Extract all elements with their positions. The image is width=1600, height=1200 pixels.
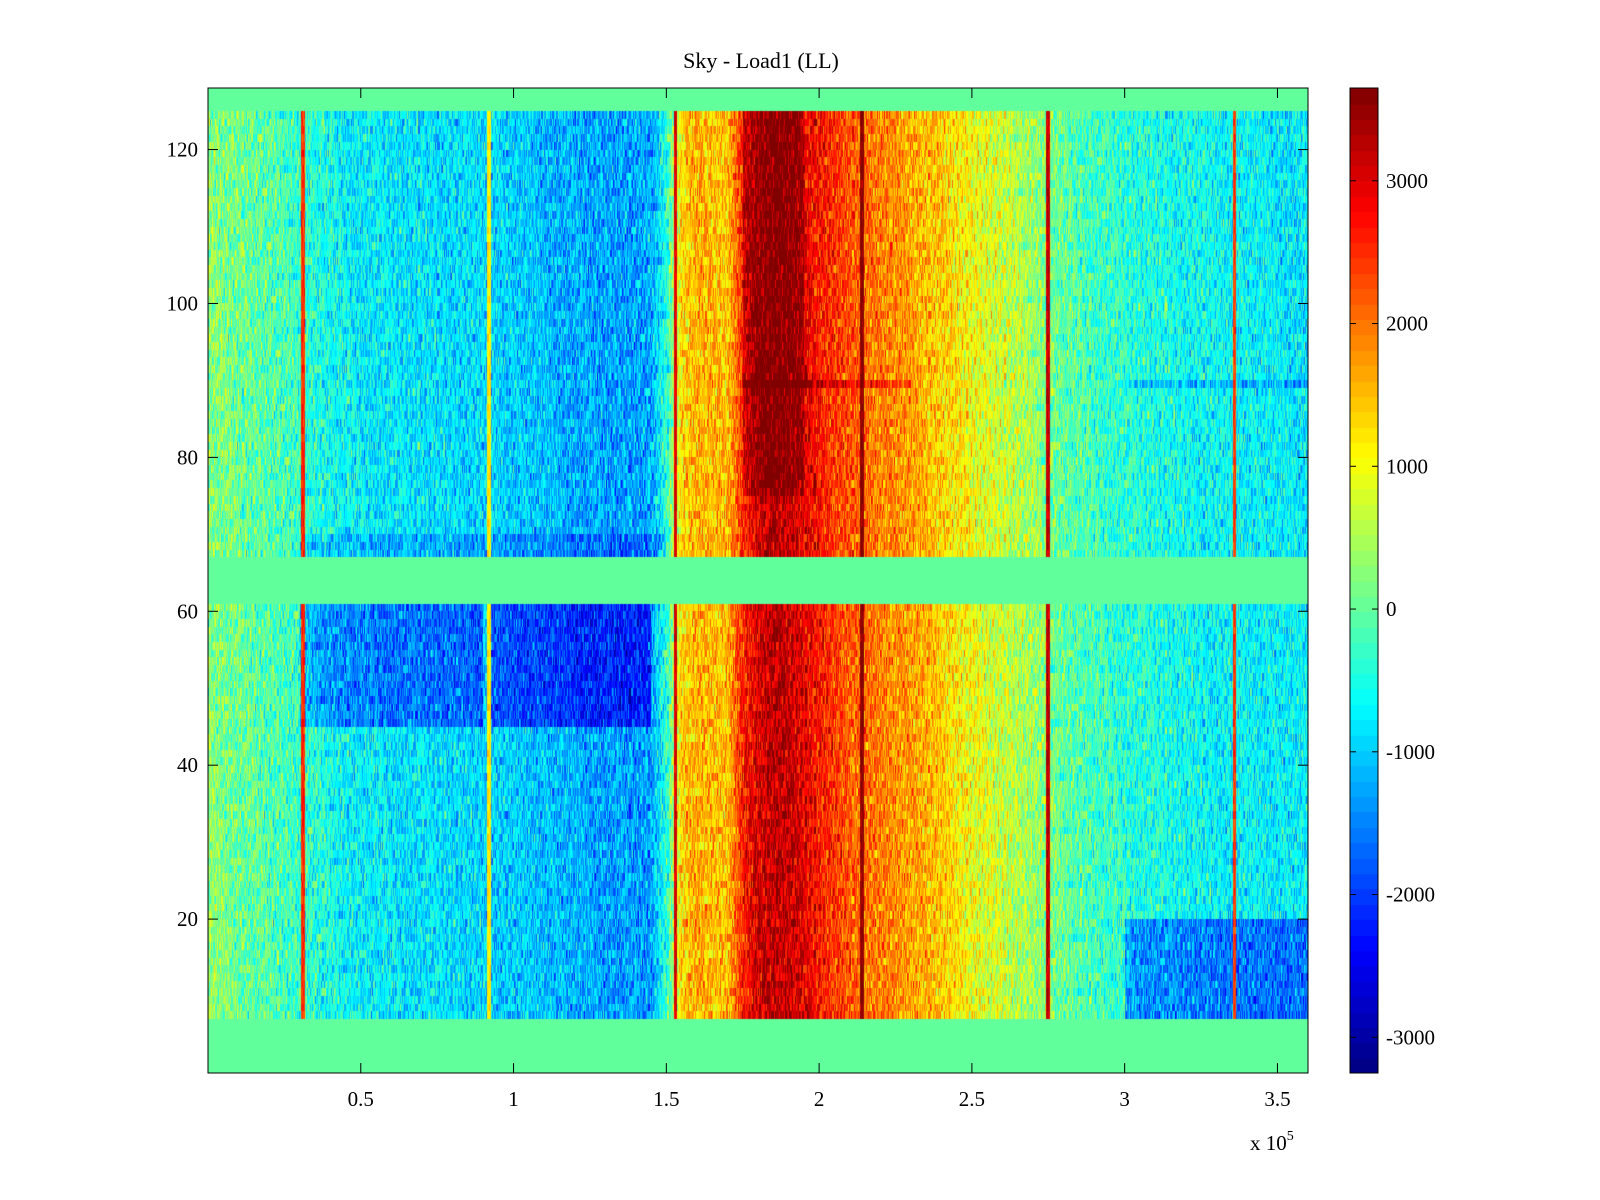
colorbar-tick-label: 0	[1386, 597, 1397, 621]
x-tick-label: 0.5	[348, 1087, 374, 1111]
colorbar-tick-label: -2000	[1386, 883, 1435, 907]
chart-title: Sky - Load1 (LL)	[683, 48, 839, 73]
x-exponent-label: x 105	[1250, 1129, 1294, 1155]
x-axis: 0.5 1 1.5 2 2.5 3 3.5	[348, 88, 1291, 1111]
y-tick-label: 40	[177, 753, 198, 777]
y-tick-label: 100	[167, 291, 199, 315]
y-axis: 20 40 60 80 100 120	[167, 138, 1308, 931]
y-tick-label: 20	[177, 907, 198, 931]
x-tick-label: 3.5	[1264, 1087, 1290, 1111]
colorbar: -3000 -2000 -1000 0 1000 2000 3000	[1349, 87, 1435, 1074]
colorbar-tick-label: 1000	[1386, 454, 1428, 478]
x-tick-label: 3	[1119, 1087, 1130, 1111]
colorbar-tick-label: 3000	[1386, 169, 1428, 193]
heatmap-image	[208, 88, 1308, 1073]
colorbar-tick-label: -3000	[1386, 1025, 1435, 1049]
colorbar-tick-label: 2000	[1386, 312, 1428, 336]
y-tick-label: 120	[167, 138, 199, 162]
colorbar-image	[1350, 88, 1378, 1073]
x-tick-label: 1	[508, 1087, 519, 1111]
plot-frame	[207, 87, 1309, 1074]
colorbar-tick-label: -1000	[1386, 740, 1435, 764]
colorbar-axis: -3000 -2000 -1000 0 1000 2000 3000	[1350, 169, 1435, 1049]
y-tick-label: 80	[177, 445, 198, 469]
x-tick-label: 2	[814, 1087, 825, 1111]
x-exponent-sup: 5	[1287, 1129, 1294, 1144]
heatmap-plot-area	[207, 87, 1309, 1074]
x-tick-label: 2.5	[959, 1087, 985, 1111]
x-tick-label: 1.5	[653, 1087, 679, 1111]
x-exponent-base: x 10	[1250, 1131, 1287, 1155]
colorbar-frame	[1349, 87, 1379, 1074]
y-tick-label: 60	[177, 599, 198, 623]
